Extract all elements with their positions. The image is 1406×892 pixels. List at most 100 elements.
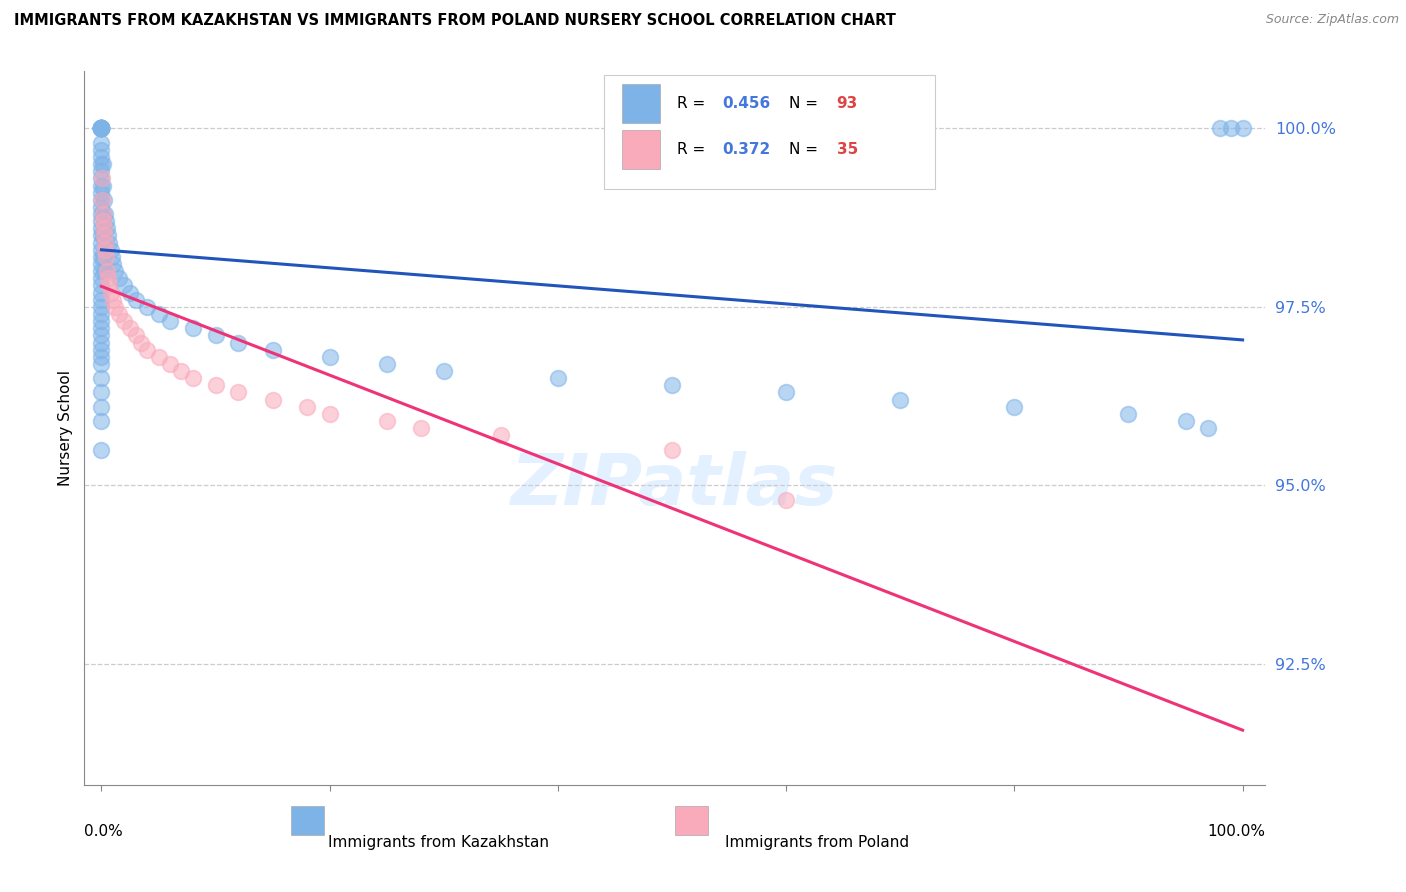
Point	[90, 264, 112, 278]
Point	[96, 221, 118, 235]
Point	[90, 300, 112, 314]
Point	[93, 221, 115, 235]
Point	[375, 357, 398, 371]
Point	[100, 243, 122, 257]
Point	[91, 178, 114, 193]
Point	[91, 157, 114, 171]
Point	[107, 271, 129, 285]
Point	[118, 285, 141, 300]
Point	[94, 250, 117, 264]
Point	[90, 121, 112, 136]
Text: 0.372: 0.372	[723, 143, 770, 157]
Point	[98, 235, 121, 250]
FancyBboxPatch shape	[605, 75, 935, 189]
Point	[1220, 121, 1243, 136]
Point	[204, 328, 226, 343]
Text: IMMIGRANTS FROM KAZAKHSTAN VS IMMIGRANTS FROM POLAND NURSERY SCHOOL CORRELATION : IMMIGRANTS FROM KAZAKHSTAN VS IMMIGRANTS…	[14, 13, 896, 29]
Point	[433, 364, 456, 378]
Point	[96, 264, 118, 278]
Point	[1002, 400, 1025, 414]
Point	[90, 121, 112, 136]
Point	[547, 371, 569, 385]
Point	[101, 257, 124, 271]
Point	[90, 314, 112, 328]
Point	[228, 335, 250, 350]
Point	[91, 193, 114, 207]
Point	[90, 321, 112, 335]
Point	[90, 243, 112, 257]
Point	[90, 143, 112, 157]
Bar	[675, 806, 709, 835]
Point	[94, 243, 117, 257]
Point	[90, 186, 112, 200]
Point	[159, 357, 181, 371]
Point	[148, 307, 170, 321]
Point	[101, 293, 124, 307]
Point	[1209, 121, 1232, 136]
Point	[90, 400, 112, 414]
Point	[204, 378, 226, 392]
Point	[148, 350, 170, 364]
Point	[775, 385, 797, 400]
Point	[262, 343, 284, 357]
Point	[98, 278, 121, 293]
Point	[97, 271, 120, 285]
Point	[228, 385, 250, 400]
Point	[94, 235, 117, 250]
Point	[262, 392, 284, 407]
Point	[181, 321, 204, 335]
Point	[90, 164, 112, 178]
Text: Immigrants from Kazakhstan: Immigrants from Kazakhstan	[328, 835, 550, 850]
Point	[125, 293, 148, 307]
Point	[91, 207, 114, 221]
Point	[104, 264, 127, 278]
Point	[661, 442, 683, 457]
Point	[90, 121, 112, 136]
Point	[107, 307, 129, 321]
Point	[91, 214, 114, 228]
Point	[489, 428, 512, 442]
Point	[90, 228, 112, 243]
Point	[104, 300, 127, 314]
Text: 0.0%: 0.0%	[84, 824, 124, 839]
Point	[889, 392, 911, 407]
Point	[90, 207, 112, 221]
Bar	[291, 806, 325, 835]
Point	[90, 293, 112, 307]
Point	[90, 328, 112, 343]
Point	[90, 136, 112, 150]
Point	[90, 335, 112, 350]
Point	[90, 121, 112, 136]
Text: Immigrants from Poland: Immigrants from Poland	[724, 835, 908, 850]
Point	[100, 250, 122, 264]
Text: N =: N =	[789, 96, 824, 111]
Point	[1174, 414, 1197, 428]
Point	[159, 314, 181, 328]
Point	[90, 257, 112, 271]
Point	[90, 178, 112, 193]
Point	[112, 278, 135, 293]
Bar	[621, 130, 659, 169]
Point	[94, 214, 117, 228]
Point	[91, 228, 114, 243]
Point	[90, 200, 112, 214]
Text: R =: R =	[678, 143, 710, 157]
Point	[91, 207, 114, 221]
Point	[90, 214, 112, 228]
Point	[181, 371, 204, 385]
Point	[90, 307, 112, 321]
Point	[118, 321, 141, 335]
Point	[93, 193, 115, 207]
Point	[90, 121, 112, 136]
Point	[90, 250, 112, 264]
Point	[90, 350, 112, 364]
Point	[295, 400, 318, 414]
Point	[661, 378, 683, 392]
Point	[90, 121, 112, 136]
Point	[93, 221, 115, 235]
Point	[90, 121, 112, 136]
Point	[90, 278, 112, 293]
Point	[97, 228, 120, 243]
Point	[90, 414, 112, 428]
Point	[90, 343, 112, 357]
